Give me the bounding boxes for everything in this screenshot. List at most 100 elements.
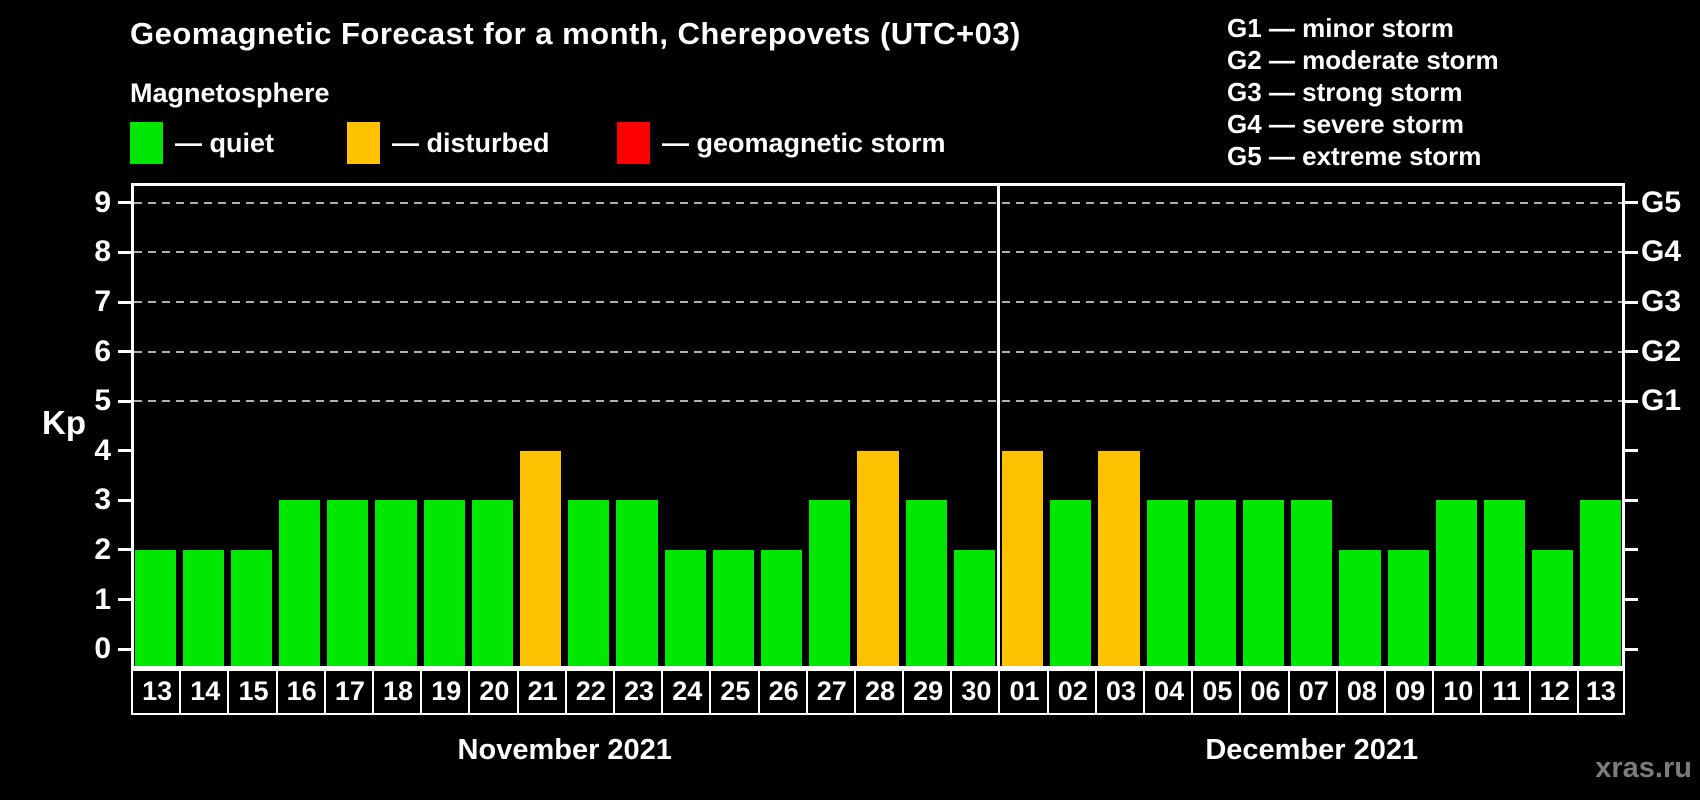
g-scale-label-g5: G5 [1641, 185, 1682, 219]
date-box-november-18: 18 [371, 669, 423, 715]
y-tick-label-4: 4 [94, 433, 111, 467]
date-box-december-07: 07 [1287, 669, 1338, 715]
y-tick-right-0 [1625, 647, 1638, 651]
y-tick-right-3 [1625, 498, 1638, 502]
date-box-november-26: 26 [757, 669, 808, 715]
month-label-november: November 2021 [457, 734, 672, 766]
kp-bar-december-10 [1435, 500, 1477, 666]
y-tick-label-7: 7 [94, 285, 111, 319]
quiet-color-swatch [130, 122, 163, 164]
disturbed-color-swatch [347, 122, 380, 164]
y-tick-right-9 [1625, 201, 1638, 205]
y-tick-left-1 [118, 598, 131, 602]
date-box-november-28: 28 [853, 669, 905, 715]
legend-item-storm: — geomagnetic storm [617, 121, 946, 165]
gridline-kp9 [134, 201, 1622, 204]
date-box-november-24: 24 [661, 669, 712, 715]
y-tick-right-7 [1625, 300, 1638, 304]
kp-bar-november-23 [616, 500, 658, 666]
kp-bar-november-16 [279, 500, 321, 666]
date-box-november-21: 21 [516, 669, 567, 715]
y-tick-right-8 [1625, 250, 1638, 254]
y-tick-label-0: 0 [94, 632, 111, 666]
date-box-december-13: 13 [1576, 669, 1625, 715]
date-box-november-23: 23 [612, 669, 664, 715]
g3-legend-line: G3 — strong storm [1227, 77, 1463, 107]
date-box-december-02: 02 [1046, 669, 1097, 715]
date-box-december-11: 11 [1480, 669, 1531, 715]
legend-item-disturbed: — disturbed [347, 121, 550, 165]
disturbed-label: — disturbed [392, 127, 550, 158]
gridline-kp5 [134, 400, 1622, 403]
g-scale-label-g2: G2 [1641, 334, 1682, 368]
kp-bar-december-09 [1387, 549, 1429, 666]
date-box-december-10: 10 [1432, 669, 1483, 715]
g4-legend-line: G4 — severe storm [1227, 109, 1465, 139]
y-tick-right-6 [1625, 350, 1638, 354]
kp-bar-november-28 [857, 450, 899, 666]
y-tick-left-5 [118, 399, 131, 403]
kp-bar-november-20 [471, 500, 514, 666]
date-box-november-22: 22 [564, 669, 615, 715]
kp-bar-november-15 [230, 549, 273, 666]
kp-bar-november-26 [761, 549, 803, 666]
quiet-label: — quiet [175, 127, 274, 158]
xras-watermark: xras.ru [1595, 752, 1692, 784]
y-tick-left-3 [118, 498, 131, 502]
kp-bar-december-03 [1098, 450, 1140, 666]
date-box-november-15: 15 [227, 669, 278, 715]
date-box-december-06: 06 [1239, 669, 1290, 715]
y-axis-label: Kp [42, 404, 86, 441]
g5-legend-line: G5 — extreme storm [1227, 141, 1482, 171]
y-tick-label-5: 5 [94, 384, 111, 418]
page-title: Geomagnetic Forecast for a month, Cherep… [130, 16, 1021, 51]
y-tick-left-9 [118, 201, 131, 205]
y-tick-label-2: 2 [94, 532, 111, 566]
kp-bar-december-08 [1339, 549, 1381, 666]
date-box-november-16: 16 [275, 669, 326, 715]
y-tick-right-2 [1625, 548, 1638, 552]
date-box-december-05: 05 [1191, 669, 1242, 715]
kp-bar-november-14 [182, 549, 224, 666]
kp-bar-november-30 [953, 549, 995, 666]
legend-item-quiet: — quiet [130, 121, 274, 165]
y-tick-left-4 [118, 449, 131, 453]
y-tick-right-1 [1625, 598, 1638, 602]
y-tick-label-3: 3 [94, 483, 111, 517]
date-box-november-29: 29 [902, 669, 953, 715]
y-tick-right-5 [1625, 399, 1638, 403]
date-box-november-30: 30 [950, 669, 1001, 715]
y-tick-left-0 [118, 647, 131, 651]
date-box-december-09: 09 [1384, 669, 1435, 715]
kp-bar-november-29 [905, 500, 947, 666]
date-box-december-12: 12 [1528, 669, 1579, 715]
kp-bar-december-13 [1580, 500, 1622, 666]
date-box-december-08: 08 [1335, 669, 1387, 715]
g-scale-label-g3: G3 [1641, 285, 1682, 319]
kp-bar-november-22 [568, 500, 610, 666]
kp-bar-november-25 [712, 549, 754, 666]
kp-bar-november-24 [664, 549, 706, 666]
date-box-november-14: 14 [179, 669, 230, 715]
kp-bar-november-19 [423, 500, 465, 666]
kp-bar-november-17 [327, 500, 369, 666]
gridline-kp8 [134, 251, 1622, 254]
y-tick-left-2 [118, 548, 131, 552]
y-tick-right-4 [1625, 449, 1638, 453]
kp-bar-november-18 [375, 500, 417, 666]
g-scale-legend: G1 — minor storm G2 — moderate storm G3 … [1227, 12, 1499, 172]
kp-bar-december-12 [1532, 549, 1574, 666]
date-box-november-13: 13 [131, 669, 182, 715]
g-scale-label-g1: G1 [1641, 384, 1682, 418]
month-divider-line [996, 186, 1000, 666]
y-tick-label-8: 8 [94, 235, 111, 269]
date-box-november-27: 27 [805, 669, 856, 715]
date-box-december-03: 03 [1094, 669, 1146, 715]
date-box-december-01: 01 [998, 669, 1049, 715]
y-tick-label-1: 1 [94, 582, 111, 616]
y-tick-left-7 [118, 300, 131, 304]
date-box-november-20: 20 [468, 669, 519, 715]
g-scale-label-g4: G4 [1641, 235, 1682, 269]
kp-bar-december-05 [1194, 500, 1236, 666]
y-tick-label-6: 6 [94, 334, 111, 368]
